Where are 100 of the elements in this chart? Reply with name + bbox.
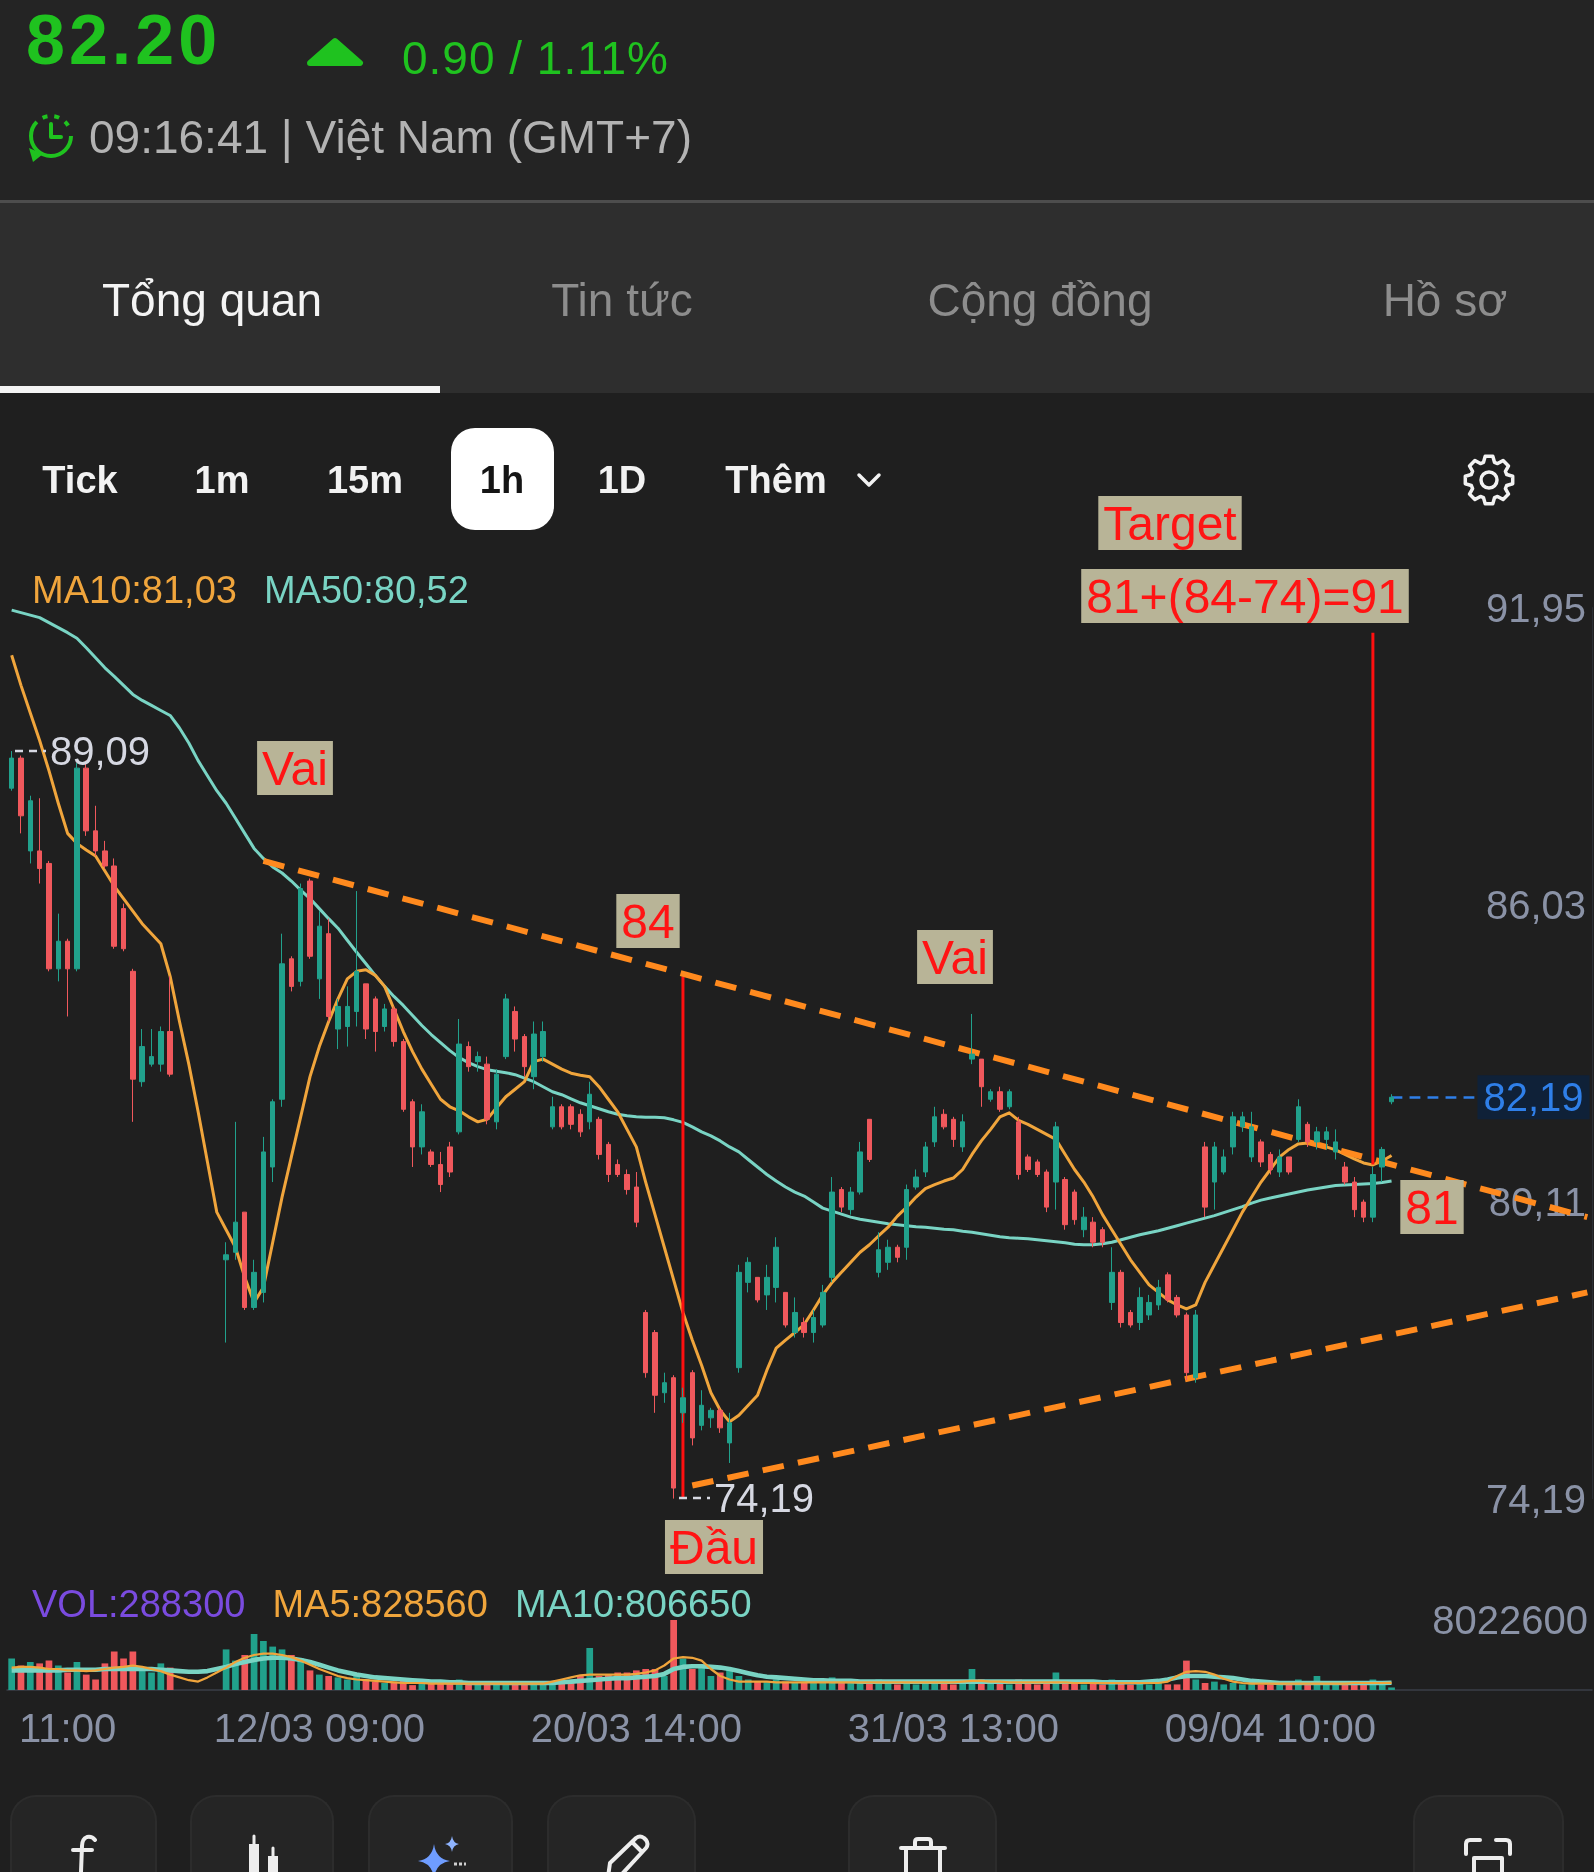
bar	[1220, 1684, 1228, 1690]
candlestick	[643, 1309, 648, 1379]
candlestick	[1296, 1098, 1301, 1143]
candlestick	[829, 1176, 835, 1283]
candlestick	[587, 1081, 592, 1130]
bar	[847, 1683, 855, 1690]
bar	[306, 1670, 314, 1690]
candlestick	[363, 983, 369, 1040]
candlestick	[578, 1108, 583, 1138]
bar	[698, 1667, 705, 1690]
candlestick	[839, 1186, 844, 1213]
candlestick	[820, 1284, 826, 1329]
candlestick	[410, 1098, 415, 1168]
candlestick	[1268, 1151, 1273, 1176]
candlestick	[867, 1118, 872, 1163]
candlestick	[1277, 1148, 1282, 1178]
candlestick	[652, 1329, 658, 1414]
candlestick	[1062, 1176, 1068, 1231]
candlestick	[932, 1106, 937, 1148]
candlestick	[466, 1041, 471, 1073]
candlestick	[773, 1236, 779, 1303]
candlestick	[475, 1051, 481, 1073]
candlestick	[736, 1264, 742, 1374]
candlestick	[494, 1068, 499, 1130]
series-label: VOL:288300	[32, 1583, 246, 1625]
ref-line-label: 82,19	[1483, 1075, 1584, 1120]
candlestick	[242, 1211, 247, 1311]
candlestick	[158, 1026, 164, 1073]
bar	[1033, 1684, 1041, 1690]
candlestick	[522, 1033, 527, 1078]
bar	[1211, 1681, 1218, 1690]
bar	[912, 1684, 920, 1690]
candlestick	[1165, 1271, 1171, 1303]
candlestick	[1128, 1309, 1133, 1329]
candlestick	[708, 1407, 714, 1429]
candlestick	[289, 955, 294, 992]
series-label: MA10:81,03	[32, 569, 237, 611]
annotation: 74,19	[714, 1476, 815, 1520]
candlestick	[18, 755, 24, 834]
text: 09:16:41 | Việt Nam (GMT+7)	[89, 110, 692, 164]
candlestick	[988, 1088, 993, 1103]
candlestick	[671, 1374, 676, 1500]
bar	[64, 1672, 71, 1690]
bar	[82, 1674, 90, 1690]
candlestick	[1118, 1269, 1124, 1329]
candlestick	[559, 1103, 564, 1130]
candlestick	[1109, 1246, 1115, 1311]
bar	[949, 1684, 957, 1690]
bar	[894, 1684, 901, 1690]
candlestick	[662, 1372, 667, 1404]
annotation: 89,09	[50, 729, 151, 773]
bar	[1173, 1684, 1181, 1690]
candlestick	[960, 1113, 965, 1153]
candlestick	[512, 1005, 518, 1053]
candlestick	[1258, 1138, 1264, 1168]
candlestick	[783, 1291, 788, 1329]
candlestick	[1053, 1121, 1059, 1211]
bar	[791, 1683, 799, 1690]
candlestick	[1202, 1141, 1208, 1218]
candlestick	[1361, 1199, 1366, 1223]
bar	[8, 1658, 16, 1690]
candlestick	[149, 1028, 154, 1068]
candlestick	[456, 1018, 462, 1135]
candlestick	[1090, 1216, 1096, 1248]
candlestick	[634, 1171, 639, 1228]
bar	[381, 1683, 388, 1690]
annotation: 8022600	[1432, 1598, 1588, 1642]
candlestick	[1007, 1088, 1012, 1110]
bar	[838, 1683, 845, 1690]
text: 15m	[326, 459, 404, 503]
candlestick	[764, 1264, 770, 1311]
annotation: 84	[621, 894, 675, 948]
candlestick	[1016, 1116, 1021, 1181]
candlestick	[1240, 1111, 1245, 1133]
candlestick	[1081, 1206, 1087, 1238]
candlestick	[550, 1096, 555, 1130]
candlestick	[335, 998, 341, 1050]
bar	[1080, 1684, 1088, 1690]
candlestick	[755, 1276, 760, 1303]
annotation: 81	[1405, 1180, 1459, 1234]
candlestick	[484, 1056, 490, 1125]
candlestick	[447, 1141, 453, 1178]
y-tick-label: 91,95	[1485, 585, 1586, 630]
candlestick	[317, 910, 322, 1000]
x-tick-label: 31/03 13:00	[847, 1706, 1059, 1750]
candlestick	[9, 750, 14, 792]
candlestick	[1193, 1309, 1198, 1384]
candlestick	[1314, 1126, 1320, 1150]
y-tick-label: 74,19	[1485, 1476, 1586, 1521]
candlestick	[885, 1239, 891, 1271]
candlestick	[382, 1003, 387, 1033]
candlestick	[745, 1256, 751, 1293]
candlestick	[121, 903, 126, 952]
bar	[1145, 1684, 1153, 1690]
candlestick	[876, 1231, 881, 1278]
candlestick	[251, 1259, 257, 1311]
candlestick	[1342, 1161, 1348, 1186]
candlestick	[1146, 1294, 1152, 1321]
candlestick	[438, 1151, 443, 1193]
bar	[1239, 1684, 1246, 1690]
